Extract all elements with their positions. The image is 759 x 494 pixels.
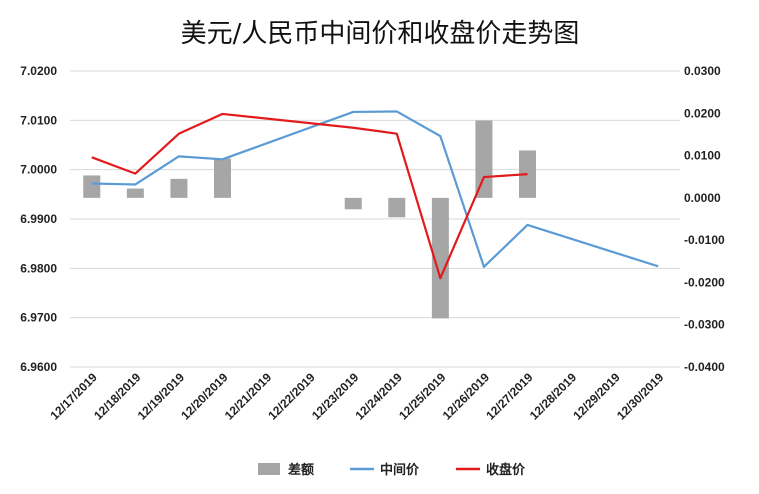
right-tick-label: -0.0300 bbox=[684, 318, 725, 332]
legend: 差额 中间价 收盘价 bbox=[258, 462, 526, 478]
bar-difference bbox=[388, 197, 406, 218]
legend-label: 差额 bbox=[288, 462, 314, 478]
right-tick-label: 0.0000 bbox=[684, 191, 721, 205]
line-close-price bbox=[91, 112, 528, 280]
right-tick-label: -0.0400 bbox=[684, 360, 725, 374]
left-tick-label: 6.9600 bbox=[20, 360, 57, 374]
x-tick-label: 12/30/2019 bbox=[614, 370, 667, 423]
bar-difference bbox=[344, 197, 362, 210]
chart-title: 美元/人民币中间价和收盘价走势图 bbox=[181, 19, 580, 49]
line-series bbox=[91, 110, 659, 280]
gridlines bbox=[70, 70, 680, 368]
line-mid-price bbox=[91, 110, 659, 268]
bar-difference bbox=[126, 188, 144, 198]
left-tick-label: 7.0000 bbox=[20, 163, 57, 177]
bar-difference bbox=[431, 197, 449, 319]
right-tick-label: 0.0300 bbox=[684, 64, 721, 78]
bar-difference bbox=[170, 178, 188, 198]
left-tick-label: 7.0200 bbox=[20, 64, 57, 78]
right-tick-label: 0.0100 bbox=[684, 149, 721, 163]
right-tick-label: -0.0200 bbox=[684, 275, 725, 289]
bar-difference bbox=[83, 175, 101, 198]
bar-difference bbox=[214, 158, 231, 198]
left-tick-label: 6.9700 bbox=[20, 311, 57, 325]
right-tick-label: 0.0200 bbox=[684, 106, 721, 120]
bar-difference bbox=[475, 120, 493, 198]
left-tick-label: 7.0100 bbox=[20, 113, 57, 127]
left-tick-label: 6.9800 bbox=[20, 261, 57, 275]
legend-label: 中间价 bbox=[380, 462, 420, 478]
right-axis: -0.0400 -0.0300 -0.0200 -0.0100 0.0000 0.0100… bbox=[684, 64, 725, 374]
legend-label: 收盘价 bbox=[486, 462, 526, 478]
left-axis: 6.9600 6.9700 6.9800 6.9900 7.0000 7.0100 7.02… bbox=[20, 64, 57, 374]
x-axis: 12/17/201912/18/201912/19/201912/20/2019… bbox=[48, 370, 667, 423]
right-tick-label: -0.0100 bbox=[684, 233, 725, 247]
left-tick-label: 6.9900 bbox=[20, 212, 57, 226]
legend-swatch-bar bbox=[258, 463, 280, 475]
bar-series bbox=[83, 120, 536, 319]
